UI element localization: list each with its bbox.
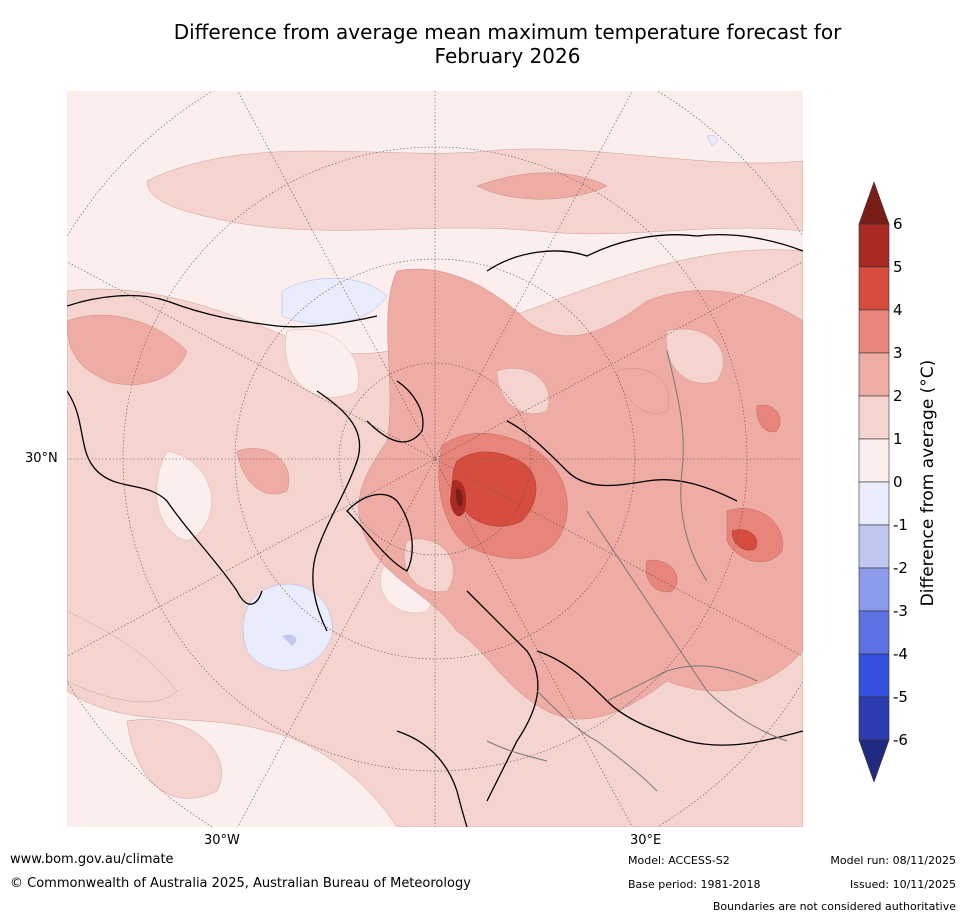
anomaly-over-6-region (455, 488, 463, 507)
colorbar-tick-label: -1 (893, 516, 908, 534)
model-text: Model: ACCESS-S2 (628, 854, 730, 867)
colorbar-segment-c2_3 (858, 352, 890, 397)
colorbar (858, 181, 890, 782)
colorbar-tick-label: 3 (893, 344, 903, 362)
polar-map (67, 91, 803, 827)
country-boundaries (486, 350, 788, 792)
title-line-1: Difference from average mean maximum tem… (173, 20, 842, 44)
colorbar-segment-c5_6 (858, 223, 890, 268)
colorbar-tick-label: 2 (893, 387, 903, 405)
issued-text: Issued: 10/11/2025 (849, 878, 956, 891)
colorbar-segment-cm3_m2 (858, 567, 890, 612)
colorbar-tick-label: 6 (893, 215, 903, 233)
colorbar-segment-cm6_m5 (858, 696, 890, 741)
colorbar-tick-label: -4 (893, 645, 908, 663)
colorbar-tick-label: -5 (893, 688, 908, 706)
colorbar-tick-label: 5 (893, 258, 903, 276)
colorbar-segment-cm5_m4 (858, 653, 890, 698)
graticule (67, 91, 803, 827)
colorbar-segment-c1_2 (858, 395, 890, 440)
base-period-text: Base period: 1981-2018 (628, 878, 761, 891)
map-svg (67, 91, 803, 827)
copyright-text: © Commonwealth of Australia 2025, Austra… (10, 876, 471, 891)
lon-label-30e: 30°E (630, 833, 662, 848)
title-line-2: February 2026 (434, 44, 581, 68)
anomaly-neg1-0-regions (242, 135, 718, 671)
lon-label-30w: 30°W (204, 833, 240, 848)
colorbar-segment-cm4_m3 (858, 610, 890, 655)
colorbar-segment-c3_4 (858, 309, 890, 354)
colorbar-tick-label: 1 (893, 430, 903, 448)
colorbar-under-arrow (858, 739, 890, 782)
anomaly-1-2-inner (404, 328, 724, 592)
colorbar-tick-label: -6 (893, 731, 908, 749)
anomaly-neg2-neg1-spot (282, 634, 297, 646)
colorbar-tick-label: -2 (893, 559, 908, 577)
anomaly-2-3-regions (67, 172, 803, 720)
colorbar-title: Difference from average (°C) (918, 359, 938, 607)
colorbar-tick-label: -3 (893, 602, 908, 620)
colorbar-tick-label: 4 (893, 301, 903, 319)
lat-label-30n: 30°N (25, 451, 58, 466)
model-run-text: Model run: 08/11/2025 (830, 854, 956, 867)
anomaly-4-5-regions (452, 451, 757, 551)
website-text: www.bom.gov.au/climate (10, 852, 174, 867)
colorbar-segment-c4_5 (858, 266, 890, 311)
chart-title: Difference from average mean maximum tem… (60, 20, 955, 68)
colorbar-over-arrow (858, 181, 890, 225)
colorbar-segment-cm1_0 (858, 481, 890, 526)
colorbar-segment-c0_1 (858, 438, 890, 483)
colorbar-segment-cm2_m1 (858, 524, 890, 569)
disclaimer-text: Boundaries are not considered authoritat… (712, 900, 956, 913)
colorbar-tick-label: 0 (893, 473, 903, 491)
